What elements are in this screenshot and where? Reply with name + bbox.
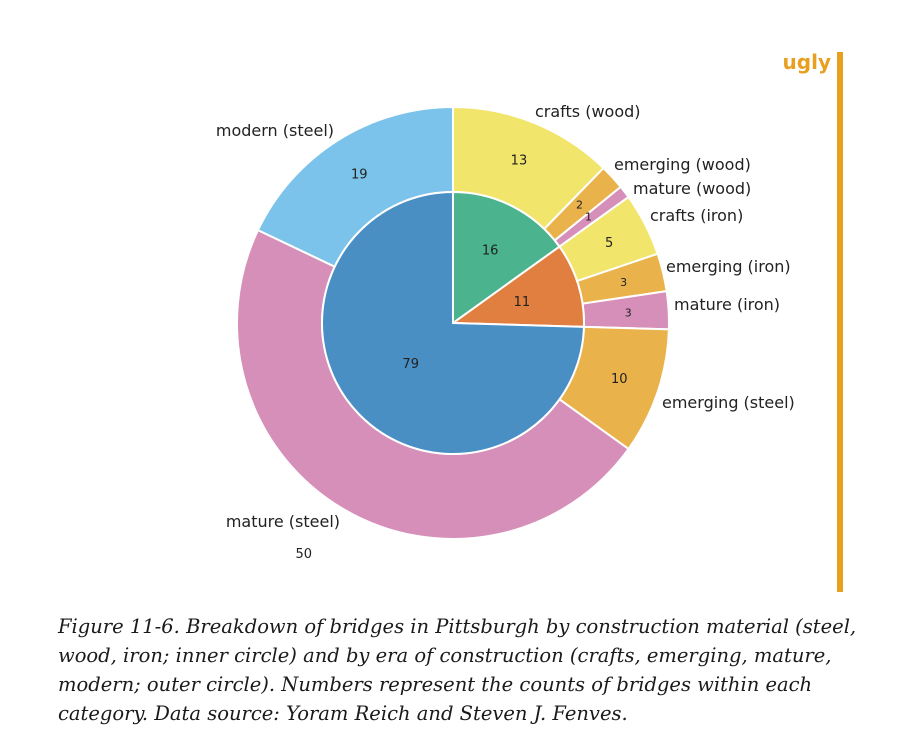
- figure-caption: Figure 11-6. Breakdown of bridges in Pit…: [58, 615, 857, 725]
- category-labels: crafts (wood) emerging (wood) mature (wood…: [216, 102, 795, 531]
- sunburst-chart: 13 215 3 3 10 50 19 16 11 79 crafts (wood) emergin…: [216, 102, 795, 562]
- ugly-tag-bar: [837, 52, 843, 592]
- category-label-emerging-iron: emerging (iron): [666, 257, 791, 276]
- category-label-crafts-iron: crafts (iron): [650, 206, 743, 225]
- inner-slice-3: [321, 190, 585, 455]
- outer-value-emerging-wood: 2: [576, 199, 583, 212]
- category-label-emerging-steel: emerging (steel): [662, 393, 795, 412]
- category-label-mature-wood: mature (wood): [633, 179, 751, 198]
- outer-value-mature-steel: 50: [295, 547, 312, 562]
- outer-value-crafts-wood: 13: [511, 153, 528, 168]
- category-label-crafts-wood: crafts (wood): [535, 102, 641, 121]
- category-label-mature-steel: mature (steel): [226, 512, 340, 531]
- category-label-emerging-wood: emerging (wood): [614, 155, 751, 174]
- outer-value-crafts-iron: 5: [605, 236, 613, 251]
- inner-value-2: 11: [514, 295, 531, 310]
- inner-slice-2: [450, 245, 585, 328]
- outer-value-emerging-steel: 10: [611, 372, 628, 387]
- outer-value-emerging-iron: 3: [620, 276, 627, 289]
- outer-value-modern-steel: 19: [351, 168, 368, 183]
- outer-value-mature-wood: 1: [585, 211, 592, 224]
- outer-value-mature-iron: 3: [625, 307, 632, 320]
- value-labels: 13 215 3 3 10 50 19 16 11 79: [295, 153, 631, 562]
- inner-value-1: 16: [482, 244, 499, 259]
- inner-value-3: 79: [402, 357, 419, 372]
- inner-slice-1: [452, 190, 561, 325]
- inner-pie: [321, 190, 585, 455]
- category-label-mature-iron: mature (iron): [674, 295, 780, 314]
- ugly-tag-label: ugly: [782, 50, 831, 74]
- category-label-modern-steel: modern (steel): [216, 121, 334, 140]
